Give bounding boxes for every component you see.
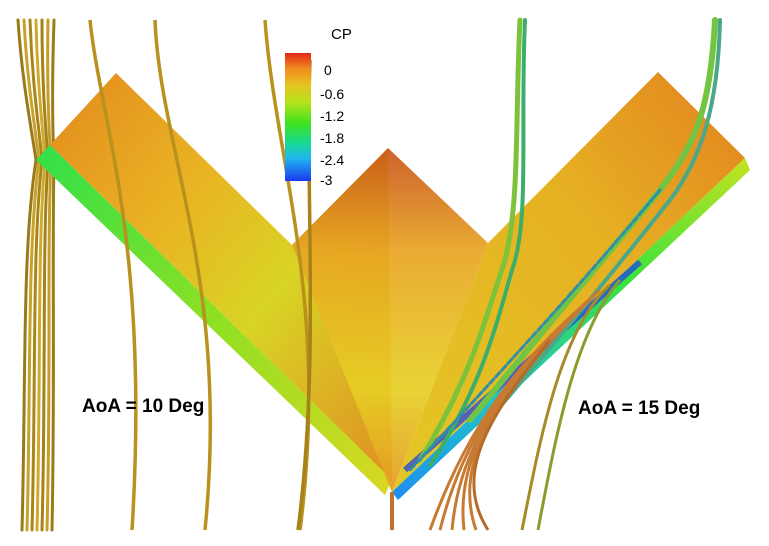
left-wing-surface bbox=[50, 73, 392, 480]
colorbar-gradient bbox=[285, 53, 311, 181]
colorbar-tick-1: -0.6 bbox=[320, 86, 345, 102]
colorbar-tick-0: 0 bbox=[324, 62, 332, 78]
right-vortex-bundle bbox=[408, 17, 722, 472]
left-streamline-bundle bbox=[16, 18, 56, 532]
colorbar-tick-5: -3 bbox=[320, 172, 333, 188]
colorbar-tick-2: -1.2 bbox=[320, 108, 345, 124]
right-wing-leading-edge bbox=[392, 158, 750, 500]
label-aoa-15: AoA = 15 Deg bbox=[578, 398, 701, 419]
center-body bbox=[292, 148, 488, 492]
label-aoa-10: AoA = 10 Deg bbox=[82, 396, 205, 417]
right-wing-surface bbox=[392, 72, 745, 492]
right-wing-streamlines bbox=[390, 278, 622, 531]
colorbar-tick-3: -1.8 bbox=[320, 130, 345, 146]
colorbar-tick-4: -2.4 bbox=[320, 152, 345, 168]
colorbar-title: CP bbox=[331, 26, 352, 43]
